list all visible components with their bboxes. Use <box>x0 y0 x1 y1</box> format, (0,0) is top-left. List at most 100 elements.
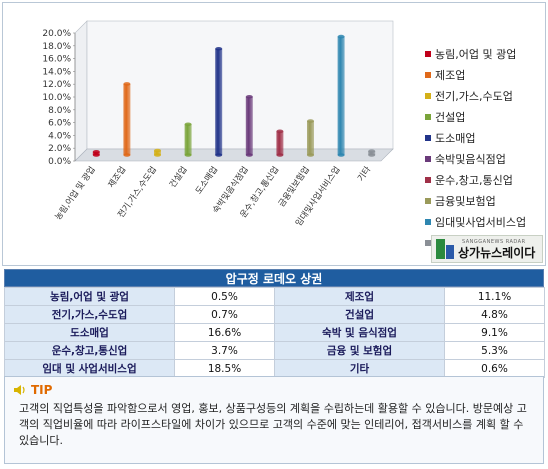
bar-top <box>92 150 100 154</box>
x-tick-label: 농림,어업 및 광업 <box>53 164 98 222</box>
legend-item: 농림,어업 및 광업 <box>425 43 543 64</box>
tip-box: TIP 고객의 직업특성을 파악함으로서 영업, 홍보, 상품구성등의 계획을 … <box>4 376 544 464</box>
legend-label: 임대및사업서비스업 <box>435 215 527 229</box>
bar-top <box>368 149 376 153</box>
brand-logo: SANGGANEWS RADAR 상가뉴스레이다 <box>431 235 543 263</box>
y-tick-label: 0.0% <box>48 157 71 167</box>
industry-value-cell: 5.3% <box>444 341 545 360</box>
chart-back-wall <box>86 20 394 150</box>
legend-label: 건설업 <box>435 110 466 124</box>
bar <box>123 83 131 155</box>
legend-item: 건설업 <box>425 106 543 127</box>
legend-item: 도소매업 <box>425 127 543 148</box>
speaker-icon <box>14 385 25 395</box>
legend-item: 제조업 <box>425 64 543 85</box>
table-row: 도소매업 16.6% 숙박 및 음식점업 9.1% <box>4 323 545 342</box>
legend-item: 임대및사업서비스업 <box>425 211 543 232</box>
legend-swatch <box>425 239 431 246</box>
industry-label-cell: 기타 <box>274 359 445 378</box>
industry-label-cell: 제조업 <box>274 287 445 306</box>
industry-value-cell: 3.7% <box>174 341 275 360</box>
industry-label-cell: 숙박 및 음식점업 <box>274 323 445 342</box>
industry-value-cell: 4.8% <box>444 305 545 324</box>
bar-top <box>215 46 223 51</box>
bar-base <box>245 153 253 157</box>
bar-top <box>307 119 314 123</box>
industry-value-cell: 0.5% <box>174 287 275 306</box>
legend-item: 운수,창고,통신업 <box>425 169 543 190</box>
bar-top <box>337 34 345 39</box>
industry-label-cell: 농림,어업 및 광업 <box>4 287 175 306</box>
industry-value-cell: 9.1% <box>444 323 545 342</box>
legend-item: 전기,가스,수도업 <box>425 85 543 106</box>
legend-label: 제조업 <box>435 68 466 82</box>
bar-base <box>276 153 284 157</box>
bar <box>184 124 192 155</box>
bar-top <box>276 129 284 134</box>
y-tick-label: 6.0% <box>48 119 71 129</box>
bar-chart: 0.0% 2.0% 4.0% 6.0% 8.0% 10.0% 12.0% 14.0% 16.0%… <box>42 20 394 228</box>
y-tick-label: 8.0% <box>48 106 71 116</box>
x-tick-label: 제조업 <box>107 165 129 190</box>
bar-base <box>92 153 100 157</box>
x-tick-label: 기타 <box>356 165 373 184</box>
industry-label-cell: 도소매업 <box>4 323 175 342</box>
stats-table-section: 압구정 로데오 상권 농림,어업 및 광업 0.5% 제조업 11.1% 전기,가스,수… <box>4 268 545 378</box>
legend-swatch <box>425 71 431 78</box>
table-row: 전기,가스,수도업 0.7% 건설업 4.8% <box>4 305 545 324</box>
table-row: 운수,창고,통신업 3.7% 금융 및 보험업 5.3% <box>4 341 545 360</box>
bar <box>307 121 314 155</box>
bar-base <box>123 153 131 157</box>
bar-top <box>154 148 161 153</box>
y-tick-label: 4.0% <box>48 131 71 141</box>
industry-value-cell: 16.6% <box>174 323 275 342</box>
tip-label: TIP <box>31 383 53 397</box>
y-tick-label: 10.0% <box>42 93 71 103</box>
legend-swatch <box>425 92 431 99</box>
industry-value-cell: 11.1% <box>444 287 545 306</box>
legend-swatch <box>425 134 431 141</box>
industry-label-cell: 금융 및 보험업 <box>274 341 445 360</box>
chart-side-wall <box>74 20 88 162</box>
y-tick-label: 16.0% <box>42 55 71 65</box>
industry-label-cell: 임대 및 사업서비스업 <box>4 359 175 378</box>
industry-value-cell: 0.6% <box>444 359 545 378</box>
industry-label-cell: 전기,가스,수도업 <box>4 305 175 324</box>
legend-swatch <box>425 218 431 225</box>
legend-label: 도소매업 <box>435 131 476 145</box>
bar <box>245 96 253 155</box>
legend-label: 숙박및음식점업 <box>435 152 506 166</box>
tip-header: TIP <box>13 383 52 397</box>
legend-swatch <box>425 155 431 162</box>
industry-label-cell: 운수,창고,통신업 <box>4 341 175 360</box>
stats-table: 농림,어업 및 광업 0.5% 제조업 11.1% 전기,가스,수도업 0.7% 건설업 4.… <box>4 287 545 378</box>
legend-swatch <box>425 113 431 120</box>
bar-base <box>154 153 161 157</box>
bar-base <box>184 153 192 157</box>
legend-swatch <box>425 197 431 204</box>
x-tick-label: 금융및보험업 <box>276 164 312 209</box>
bar-top <box>184 122 192 127</box>
y-tick-label: 20.0% <box>42 29 71 39</box>
bar-top <box>245 94 253 99</box>
chart-panel: 0.0% 2.0% 4.0% 6.0% 8.0% 10.0% 12.0% 14.0% 16.0%… <box>2 2 546 266</box>
x-tick-label: 도소매업 <box>194 165 220 196</box>
bar-base <box>337 153 345 157</box>
legend-label: 운수,창고,통신업 <box>435 173 513 187</box>
bar <box>368 151 376 155</box>
table-row: 농림,어업 및 광업 0.5% 제조업 11.1% <box>4 287 545 306</box>
y-tick-label: 14.0% <box>42 67 71 77</box>
legend-swatch <box>425 176 431 183</box>
chart-floor <box>74 148 394 162</box>
y-tick-label: 2.0% <box>48 144 71 154</box>
tip-text: 고객의 직업특성을 파악함으로서 영업, 홍보, 상품구성등의 계획을 수립하는… <box>19 402 527 447</box>
table-title: 압구정 로데오 상권 <box>4 269 544 287</box>
x-tick-label: 건설업 <box>167 164 189 190</box>
bar-base <box>368 153 376 157</box>
bar-base <box>215 153 223 157</box>
industry-value-cell: 0.7% <box>174 305 275 324</box>
table-row: 임대 및 사업서비스업 18.5% 기타 0.6% <box>4 359 545 378</box>
y-tick-label: 18.0% <box>42 42 71 52</box>
legend-item: 숙박및음식점업 <box>425 148 543 169</box>
